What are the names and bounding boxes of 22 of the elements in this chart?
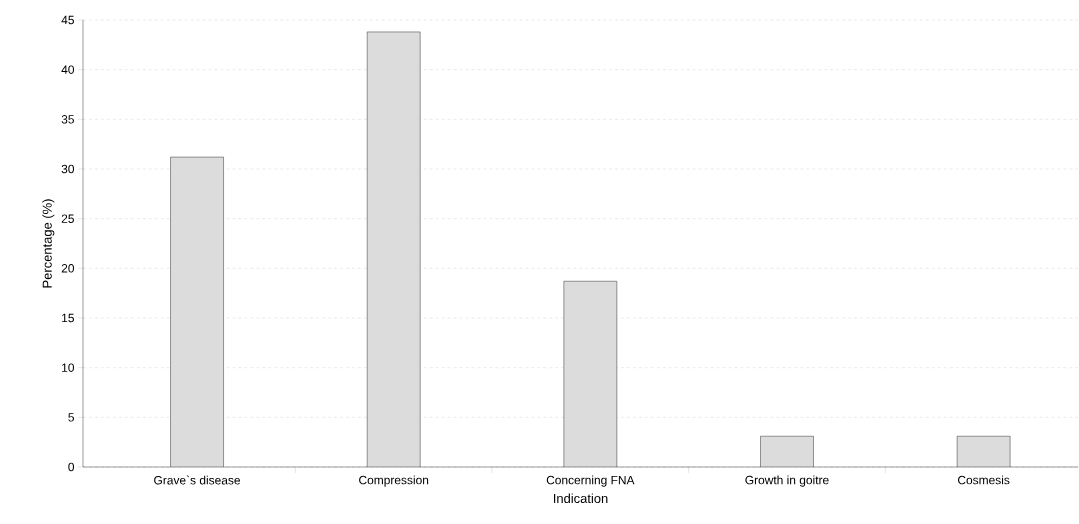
bar: [760, 436, 814, 467]
y-tick-label: 25: [61, 214, 74, 223]
y-tick-label: 0: [68, 462, 75, 472]
bar: [956, 436, 1011, 467]
y-tick-label: 5: [68, 413, 74, 422]
bar: [367, 31, 421, 467]
x-tick-label: Compression: [359, 475, 429, 487]
x-tick-label: Concerning FNA: [546, 475, 635, 487]
y-tick-label: 40: [61, 65, 75, 74]
x-axis-title: Indication: [553, 493, 608, 504]
x-tick-label: Cosmesis: [958, 475, 1010, 485]
y-tick-label: 45: [61, 15, 74, 25]
y-tick-label: 35: [61, 115, 74, 124]
y-tick-label: 20: [61, 264, 75, 273]
y-tick-label: 15: [62, 313, 74, 323]
y-axis-title: Percentage (%): [42, 199, 55, 288]
y-tick-label: 10: [62, 363, 75, 372]
x-tick-label: Grave`s disease: [154, 475, 241, 485]
bar: [563, 281, 617, 467]
y-tick-label: 30: [61, 164, 75, 174]
bar: [170, 157, 224, 467]
x-tick-label: Growth in goitre: [745, 475, 829, 487]
